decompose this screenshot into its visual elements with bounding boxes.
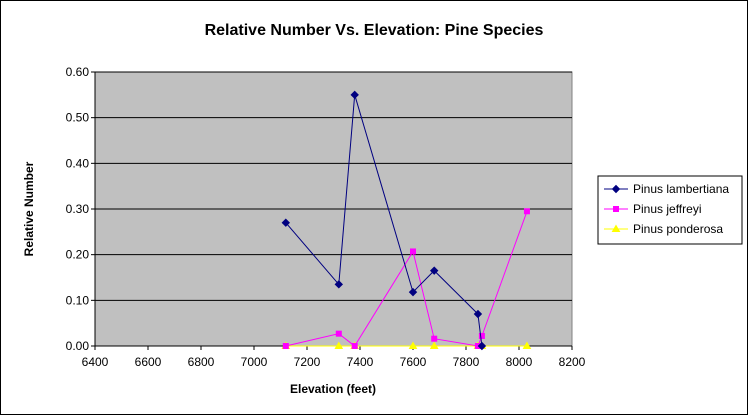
data-point-pinus-lambertiana xyxy=(429,266,439,275)
legend-items: Pinus lambertiana Pinus jeffreyi Pinus pon… xyxy=(604,182,729,236)
data-point-pinus-lambertiana xyxy=(408,287,418,297)
gridlines xyxy=(95,71,572,301)
x-tick-label: 7200 xyxy=(294,355,321,369)
data-point-pinus-jeffreyi xyxy=(431,335,438,342)
x-tick-label: 7600 xyxy=(400,355,427,369)
legend-label-pinus-lambertiana: Pinus lambertiana xyxy=(633,182,729,196)
data-point-pinus-lambertiana xyxy=(350,90,359,100)
data-point-pinus-jeffreyi xyxy=(335,330,342,337)
x-tick-label: 7800 xyxy=(453,355,480,369)
legend-box xyxy=(597,175,743,245)
x-tick-label: 8200 xyxy=(559,355,586,369)
data-point-pinus-jeffreyi xyxy=(410,248,416,255)
series-pinus-lambertiana xyxy=(281,90,487,351)
data-point-pinus-lambertiana xyxy=(477,341,487,351)
x-ticks: 6400 6600 6800 7000 7200 7400 7600 7800 8000 8200 xyxy=(82,346,586,369)
y-tick-label: 0.20 xyxy=(66,248,90,262)
y-ticks: 0.00 0.10 0.20 0.30 0.40 0.50 0.60 xyxy=(66,65,95,353)
y-tick-label: 0.50 xyxy=(66,111,90,125)
y-tick-label: 0.00 xyxy=(66,339,90,353)
data-point-pinus-jeffreyi xyxy=(523,208,530,215)
x-tick-label: 6400 xyxy=(82,355,109,369)
data-point-pinus-ponderosa xyxy=(334,341,344,349)
y-axis-title: Relative Number xyxy=(22,161,36,256)
chart-title: Relative Number Vs. Elevation: Pine Spec… xyxy=(205,22,544,39)
legend-marker-pinus-jeffreyi xyxy=(613,206,619,212)
x-axis-title: Elevation (feet) xyxy=(290,382,376,396)
y-tick-label: 0.40 xyxy=(66,156,90,170)
legend: Pinus lambertiana Pinus jeffreyi Pinus pon… xyxy=(597,175,743,245)
data-point-pinus-ponderosa xyxy=(429,341,439,349)
data-point-pinus-jeffreyi xyxy=(478,332,485,339)
data-point-pinus-ponderosa xyxy=(408,341,418,349)
x-tick-label: 6800 xyxy=(188,355,215,369)
x-tick-label: 8000 xyxy=(506,355,533,369)
y-tick-label: 0.10 xyxy=(66,293,90,307)
data-point-pinus-jeffreyi xyxy=(282,343,289,349)
data-point-pinus-lambertiana xyxy=(473,309,483,319)
x-tick-label: 7400 xyxy=(347,355,374,369)
x-tick-label: 6600 xyxy=(135,355,162,369)
x-tick-label: 7000 xyxy=(241,355,268,369)
legend-marker-pinus-lambertiana xyxy=(611,184,621,194)
data-point-pinus-jeffreyi xyxy=(351,343,358,349)
y-tick-label: 0.30 xyxy=(66,202,90,216)
legend-label-pinus-ponderosa: Pinus ponderosa xyxy=(633,222,723,236)
series-layer xyxy=(281,90,532,351)
data-point-pinus-lambertiana xyxy=(281,218,291,227)
legend-label-pinus-jeffreyi: Pinus jeffreyi xyxy=(633,202,701,216)
y-tick-label: 0.60 xyxy=(66,65,90,79)
legend-marker-pinus-ponderosa xyxy=(611,224,621,232)
data-point-pinus-ponderosa xyxy=(522,341,532,349)
data-point-pinus-lambertiana xyxy=(334,280,344,289)
